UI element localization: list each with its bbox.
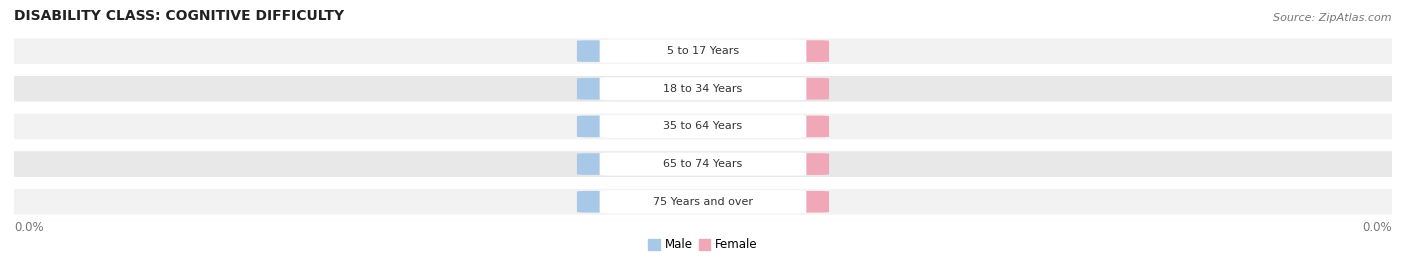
FancyBboxPatch shape <box>0 38 1406 64</box>
Text: 0.0%: 0.0% <box>631 197 658 207</box>
FancyBboxPatch shape <box>599 115 807 138</box>
Text: DISABILITY CLASS: COGNITIVE DIFFICULTY: DISABILITY CLASS: COGNITIVE DIFFICULTY <box>14 9 344 23</box>
Text: 65 to 74 Years: 65 to 74 Years <box>664 159 742 169</box>
FancyBboxPatch shape <box>576 116 707 137</box>
Text: 0.0%: 0.0% <box>14 221 44 233</box>
FancyBboxPatch shape <box>599 40 807 63</box>
Text: Source: ZipAtlas.com: Source: ZipAtlas.com <box>1274 13 1392 23</box>
Text: 0.0%: 0.0% <box>631 159 658 169</box>
Text: 0.0%: 0.0% <box>748 46 775 56</box>
Text: 0.0%: 0.0% <box>748 121 775 132</box>
Text: 0.0%: 0.0% <box>631 121 658 132</box>
FancyBboxPatch shape <box>0 189 1406 215</box>
FancyBboxPatch shape <box>576 153 707 175</box>
FancyBboxPatch shape <box>699 78 830 100</box>
Text: 5 to 17 Years: 5 to 17 Years <box>666 46 740 56</box>
Text: 0.0%: 0.0% <box>748 159 775 169</box>
FancyBboxPatch shape <box>0 76 1406 102</box>
FancyBboxPatch shape <box>699 40 830 62</box>
Text: 18 to 34 Years: 18 to 34 Years <box>664 84 742 94</box>
FancyBboxPatch shape <box>576 191 707 213</box>
FancyBboxPatch shape <box>0 151 1406 177</box>
FancyBboxPatch shape <box>576 40 707 62</box>
Text: 35 to 64 Years: 35 to 64 Years <box>664 121 742 132</box>
Text: 0.0%: 0.0% <box>631 84 658 94</box>
Text: 0.0%: 0.0% <box>631 46 658 56</box>
FancyBboxPatch shape <box>599 77 807 100</box>
FancyBboxPatch shape <box>699 191 830 213</box>
FancyBboxPatch shape <box>576 78 707 100</box>
FancyBboxPatch shape <box>599 190 807 213</box>
FancyBboxPatch shape <box>699 116 830 137</box>
Text: 0.0%: 0.0% <box>748 197 775 207</box>
Text: 0.0%: 0.0% <box>748 84 775 94</box>
FancyBboxPatch shape <box>699 153 830 175</box>
FancyBboxPatch shape <box>599 153 807 176</box>
Text: 75 Years and over: 75 Years and over <box>652 197 754 207</box>
Text: 0.0%: 0.0% <box>1362 221 1392 233</box>
FancyBboxPatch shape <box>0 114 1406 139</box>
Legend: Male, Female: Male, Female <box>644 234 762 256</box>
